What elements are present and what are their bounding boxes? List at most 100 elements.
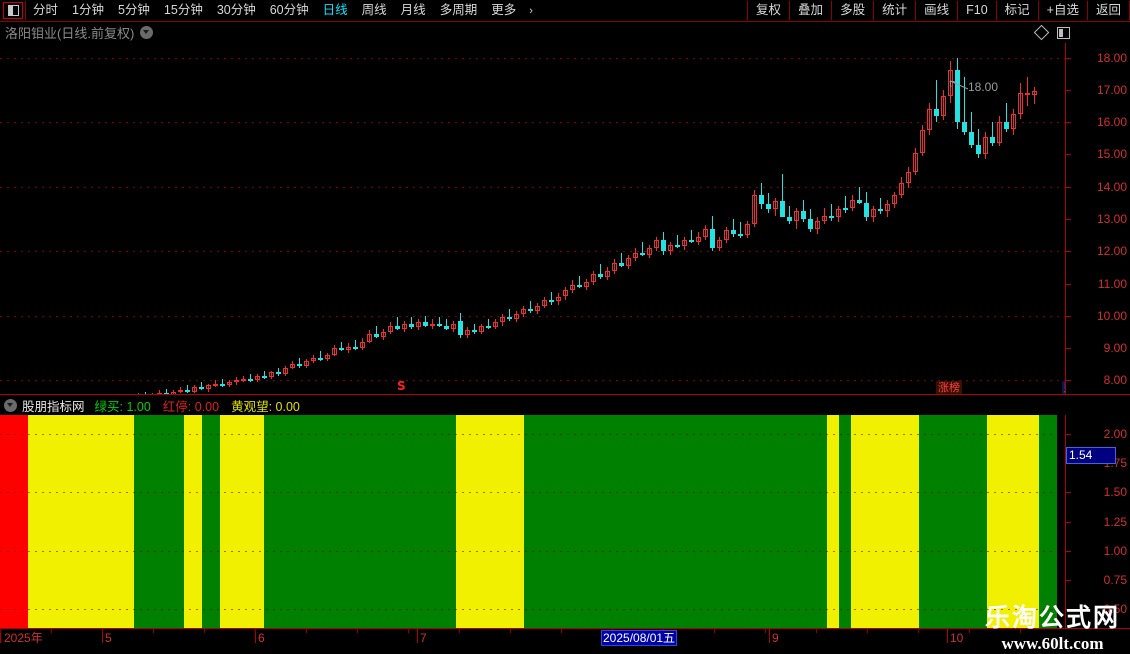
period-tab-5[interactable]: 60分钟 [269, 3, 309, 18]
indicator-axis-label-2: 1.50 [1103, 485, 1127, 499]
date-separator [255, 629, 256, 643]
more-chevron-icon[interactable]: › [529, 4, 533, 17]
toolbar-button-1[interactable]: 叠加 [798, 3, 824, 18]
price-gridline [0, 251, 1065, 252]
indicator-axis-tick [1066, 551, 1071, 552]
date-minor-tick [255, 629, 256, 633]
toolbar-button-8[interactable]: 返回 [1095, 3, 1121, 18]
period-tab-4[interactable]: 30分钟 [216, 3, 256, 18]
price-axis-tick [1066, 154, 1071, 155]
signal-band-wait [987, 415, 1039, 628]
signal-band-buy [839, 415, 851, 628]
price-axis-label-5: 13.00 [1096, 212, 1127, 226]
period-tab-10[interactable]: 更多 [491, 3, 517, 18]
date-separator [417, 629, 418, 643]
price-axis[interactable]: 18.00 17.00 16.00 15.00 14.00 13.00 12.00 11.00… [1065, 43, 1130, 395]
period-tab-9[interactable]: 多周期 [439, 3, 478, 18]
date-minor-tick [102, 629, 103, 633]
toolbar-button-3[interactable]: 统计 [882, 3, 908, 18]
indicator-value-1: 红停: 0.00 [162, 400, 220, 414]
date-separator [102, 629, 103, 643]
indicator-axis-tick [1066, 522, 1071, 523]
top-toolbar: 分时 1分钟 5分钟 15分钟 30分钟 60分钟 日线 周线 月线 多周期 更多 › 复权 叠加 多股 统… [0, 0, 1130, 22]
indicator-name: 股朋指标网 [22, 400, 85, 414]
marker-s: S [397, 379, 406, 393]
date-minor-tick [561, 629, 562, 633]
toolbar-divider [1086, 1, 1088, 20]
toolbar-button-4[interactable]: 画线 [924, 3, 950, 18]
date-minor-tick [714, 629, 715, 633]
period-tabs: 分时 1分钟 5分钟 15分钟 30分钟 60分钟 日线 周线 月线 多周期 更多 › [0, 0, 539, 21]
price-axis-label-1: 17.00 [1096, 83, 1127, 97]
period-tab-8[interactable]: 月线 [400, 3, 426, 18]
period-tab-3[interactable]: 15分钟 [163, 3, 203, 18]
app-panel-icon[interactable] [3, 2, 23, 19]
toolbar-divider [831, 1, 833, 20]
price-axis-tick [1066, 348, 1071, 349]
price-chart-pane[interactable]: 6.31 18.00 S 涨榜 财 [0, 43, 1065, 395]
page-title: 洛阳钼业(日线.前复权) [5, 26, 135, 41]
date-label-0: 2025年 [4, 631, 43, 645]
toolbar-divider [995, 1, 997, 20]
signal-band-buy [202, 415, 220, 628]
indicator-pane[interactable] [0, 415, 1057, 628]
toolbar-button-7[interactable]: +自选 [1046, 3, 1079, 18]
price-axis-label-2: 16.00 [1096, 115, 1127, 129]
current-value-badge: 1.54 [1066, 447, 1116, 464]
price-axis-label-6: 12.00 [1096, 244, 1127, 258]
signal-band-wait [456, 415, 524, 628]
period-tab-1[interactable]: 1分钟 [72, 3, 104, 18]
period-tab-0[interactable]: 分时 [33, 3, 59, 18]
chevron-down-icon[interactable] [140, 26, 154, 39]
toolbar-actions: 复权 叠加 多股 统计 画线 F10 标记 +自选 返回 [747, 0, 1130, 21]
marker-rank[interactable]: 涨榜 [936, 381, 962, 395]
date-axis[interactable]: 2025年 5 6 7 9 10 2025/08/01五 [0, 628, 1130, 650]
toolbar-divider [25, 1, 26, 20]
marker-finance[interactable]: 财 [1062, 381, 1065, 395]
indicator-gridline [0, 434, 1057, 435]
price-axis-tick [1066, 219, 1071, 220]
toolbar-button-2[interactable]: 多股 [840, 3, 866, 18]
chevron-down-icon[interactable] [4, 399, 17, 412]
indicator-gridline [0, 492, 1057, 493]
titlebar-icons [1033, 24, 1130, 41]
indicator-axis-label-0: 2.00 [1103, 427, 1127, 441]
indicator-axis-tick [1066, 492, 1071, 493]
period-tab-6[interactable]: 日线 [322, 3, 348, 18]
indicator-gridline [0, 551, 1057, 552]
signal-band-buy [524, 415, 827, 628]
signal-band-buy [1039, 415, 1057, 628]
date-minor-tick [1020, 629, 1021, 633]
indicator-gridline [0, 609, 1057, 610]
signal-band-wait [220, 415, 264, 628]
indicator-header: 股朋指标网 绿买: 1.00 红停: 0.00 黄观望: 0.00 [0, 396, 1065, 415]
period-tab-2[interactable]: 5分钟 [117, 3, 150, 18]
price-gridline [0, 316, 1065, 317]
diamond-icon[interactable] [1033, 24, 1050, 41]
date-minor-tick [459, 629, 460, 633]
date-separator [0, 629, 1, 643]
toolbar-divider [789, 1, 791, 20]
price-axis-label-0: 18.00 [1096, 51, 1127, 65]
indicator-value-2: 黄观望: 0.00 [231, 400, 300, 414]
signal-band-wait [28, 415, 134, 628]
date-minor-tick [51, 629, 52, 633]
panel-icon[interactable] [1057, 26, 1070, 39]
indicator-axis-tick [1066, 580, 1071, 581]
toolbar-button-0[interactable]: 复权 [756, 3, 782, 18]
toolbar-divider [915, 1, 917, 20]
toolbar-button-5[interactable]: F10 [966, 3, 988, 18]
price-axis-tick [1066, 187, 1071, 188]
toolbar-divider [1037, 1, 1039, 20]
date-minor-tick [0, 629, 1, 633]
price-gridline [0, 58, 1065, 59]
peak-price-leader [949, 80, 969, 90]
toolbar-button-6[interactable]: 标记 [1004, 3, 1030, 18]
price-axis-label-10: 8.00 [1103, 373, 1127, 387]
indicator-axis-label-6: 0.50 [1103, 602, 1127, 616]
toolbar-divider [957, 1, 959, 20]
peak-price-label: 18.00 [968, 80, 999, 94]
period-tab-7[interactable]: 周线 [361, 3, 387, 18]
date-minor-tick [918, 629, 919, 633]
